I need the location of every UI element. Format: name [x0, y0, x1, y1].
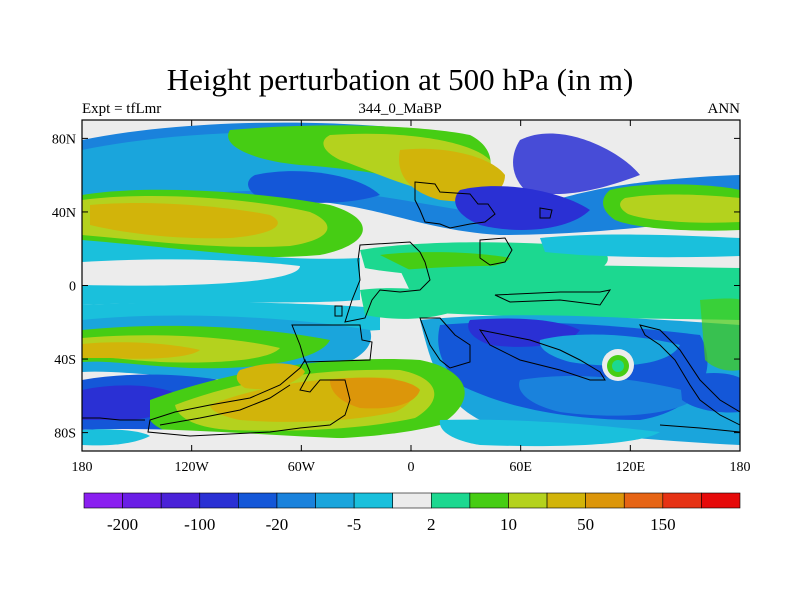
field-band [82, 259, 300, 286]
field-band [360, 288, 470, 319]
colorbar-swatch [353, 492, 394, 509]
colorbar-label: 2 [427, 515, 436, 534]
field-cell [612, 360, 624, 372]
colorbar-swatch [701, 492, 741, 509]
field-band [90, 203, 278, 239]
lon-tick-label: 120W [175, 460, 210, 475]
colorbar-swatch [122, 492, 162, 509]
field-band [700, 298, 740, 371]
colorbar-swatch [315, 492, 355, 509]
coastlines [82, 181, 740, 437]
lat-tick-label: 40S [54, 353, 76, 368]
coastline-australia [639, 324, 740, 426]
lon-tick-label: 180 [72, 460, 93, 475]
colorbar-label: -100 [184, 515, 215, 534]
lon-tick-label: 60E [509, 460, 532, 475]
field-band [82, 342, 200, 359]
coastline-india [494, 289, 612, 306]
field-band [82, 428, 740, 451]
colorbar-swatch [430, 492, 471, 509]
colorbar-swatch [623, 492, 664, 509]
colorbar-label: 50 [577, 515, 594, 534]
colorbar-swatch [585, 492, 625, 509]
coastline-caspian [539, 207, 553, 219]
coastline-antarctic-shelf [478, 329, 606, 381]
season-label: ANN [707, 101, 741, 117]
colorbar-label: -200 [107, 515, 138, 534]
lat-axis: 80N 40N 0 40S 80S [52, 132, 740, 442]
coastline-antarctica-west [147, 358, 351, 437]
colorbar-swatch [160, 492, 201, 509]
colorbar-label: -5 [347, 515, 361, 534]
field-band [248, 171, 380, 203]
colorbar-swatch [469, 492, 509, 509]
field-band [513, 133, 640, 195]
lon-tick-label: 0 [408, 460, 415, 475]
period-label: 344_0_MaBP [358, 101, 442, 117]
lat-tick-label: 0 [69, 280, 76, 295]
lat-tick-label: 80N [52, 132, 76, 147]
colorbar: -200 -100 -20 -5 2 10 50 150 [83, 492, 741, 534]
coastline-arabia [479, 237, 513, 266]
lat-tick-label: 40N [52, 206, 76, 221]
lon-tick-label: 60W [288, 460, 316, 475]
colorbar-swatch [238, 492, 278, 509]
field-band [82, 429, 150, 446]
coastline-antarctica-inner [159, 384, 291, 426]
experiment-label: Expt = tfLmr [82, 101, 162, 117]
lon-tick-label: 120E [616, 460, 646, 475]
plot-title: Height perturbation at 500 hPa (in m) [166, 62, 634, 97]
coastline-africa [344, 241, 431, 323]
coastline-europe [414, 181, 496, 229]
contour-field [82, 120, 740, 451]
field-band [236, 363, 305, 390]
field-band [330, 377, 420, 409]
coastline-ice-edge [659, 424, 740, 433]
colorbar-swatch [199, 492, 239, 509]
coastline-madagascar-region [419, 317, 471, 369]
lon-axis: 180 120W 60W 0 60E 120E 180 [72, 120, 751, 475]
colorbar-label: -20 [266, 515, 289, 534]
field-band [620, 194, 740, 223]
field-band [400, 265, 740, 320]
colorbar-swatch [83, 492, 123, 509]
colorbar-label: 150 [650, 515, 676, 534]
field-band [540, 234, 740, 258]
colorbar-swatch [508, 492, 548, 509]
field-band [439, 419, 660, 447]
lon-tick-label: 180 [730, 460, 751, 475]
coastline-south-america [291, 324, 373, 363]
field-band [519, 375, 700, 416]
colorbar-swatch [662, 492, 702, 509]
field-band [380, 252, 510, 271]
colorbar-swatch [276, 492, 316, 509]
colorbar-swatch [392, 492, 432, 509]
coastline-island [334, 305, 343, 317]
colorbar-swatch [546, 492, 586, 509]
colorbar-label: 10 [500, 515, 517, 534]
coastline-antarctica-edge [82, 417, 145, 421]
lat-tick-label: 80S [54, 427, 76, 442]
